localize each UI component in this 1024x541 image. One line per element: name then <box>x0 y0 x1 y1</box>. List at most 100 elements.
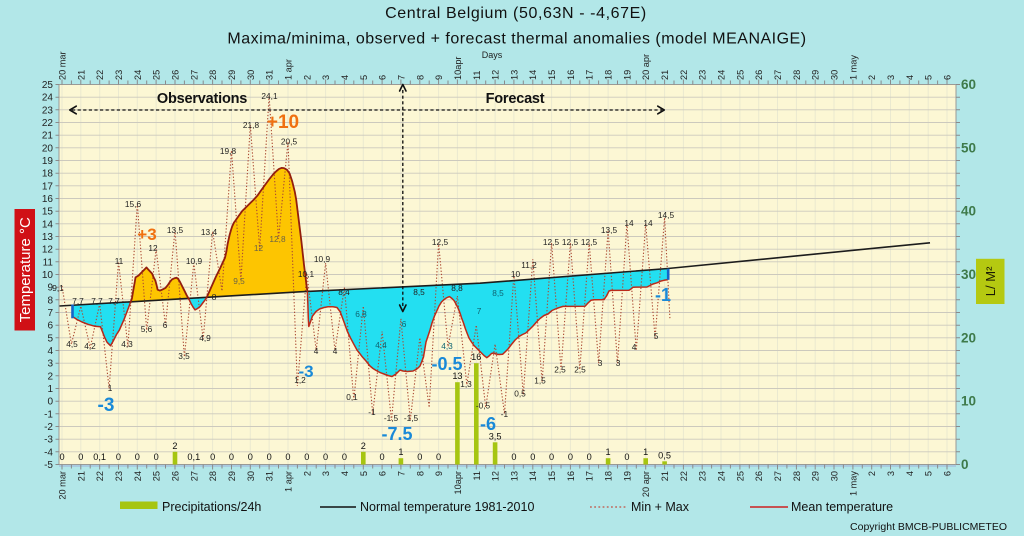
svg-text:21,8: 21,8 <box>243 120 260 130</box>
svg-text:25: 25 <box>735 471 745 481</box>
svg-text:0: 0 <box>135 452 140 462</box>
svg-text:28: 28 <box>792 471 802 481</box>
svg-text:3: 3 <box>321 75 331 80</box>
svg-text:1 may: 1 may <box>848 55 858 80</box>
svg-text:25: 25 <box>152 70 162 80</box>
svg-text:2: 2 <box>302 75 312 80</box>
svg-text:Temperature °C: Temperature °C <box>17 217 34 322</box>
svg-text:3,5: 3,5 <box>489 431 502 441</box>
svg-text:12,5: 12,5 <box>562 237 579 247</box>
svg-text:9,5: 9,5 <box>233 276 245 286</box>
svg-text:3,5: 3,5 <box>178 351 190 361</box>
svg-text:26: 26 <box>754 70 764 80</box>
svg-text:0: 0 <box>59 452 64 462</box>
svg-text:23: 23 <box>114 471 124 481</box>
svg-text:6,8: 6,8 <box>355 309 367 319</box>
svg-text:13,5: 13,5 <box>601 225 618 235</box>
svg-text:23: 23 <box>698 70 708 80</box>
svg-text:1: 1 <box>108 383 113 393</box>
svg-text:29: 29 <box>811 471 821 481</box>
svg-text:8,8: 8,8 <box>451 283 463 293</box>
svg-text:14: 14 <box>42 219 54 230</box>
svg-text:20 apr: 20 apr <box>641 54 651 80</box>
svg-text:26: 26 <box>171 471 181 481</box>
svg-text:0: 0 <box>587 452 592 462</box>
svg-text:20 mar: 20 mar <box>58 51 68 80</box>
svg-text:11: 11 <box>472 70 482 80</box>
svg-text:Observations: Observations <box>157 91 247 107</box>
svg-text:21: 21 <box>42 131 54 142</box>
svg-text:12,5: 12,5 <box>543 237 560 247</box>
svg-text:10: 10 <box>511 269 521 279</box>
svg-text:11: 11 <box>115 256 124 266</box>
svg-text:40: 40 <box>961 204 976 219</box>
svg-text:24: 24 <box>717 70 727 80</box>
svg-text:0,5: 0,5 <box>514 389 526 399</box>
svg-text:Mean temperature: Mean temperature <box>791 500 893 514</box>
svg-text:21: 21 <box>660 70 670 80</box>
svg-text:Central Belgium (50,63N - -4,6: Central Belgium (50,63N - -4,67E) <box>385 5 647 22</box>
svg-text:5: 5 <box>359 471 369 476</box>
svg-text:16: 16 <box>42 194 54 205</box>
svg-text:10: 10 <box>42 270 54 281</box>
svg-text:27: 27 <box>773 70 783 80</box>
svg-text:1: 1 <box>398 447 403 457</box>
svg-text:13: 13 <box>42 232 54 243</box>
svg-text:25: 25 <box>735 70 745 80</box>
svg-text:10apr: 10apr <box>453 471 463 495</box>
svg-text:28: 28 <box>792 70 802 80</box>
svg-text:10: 10 <box>961 394 976 409</box>
svg-text:0: 0 <box>961 457 969 472</box>
svg-text:4: 4 <box>632 342 637 352</box>
svg-text:21: 21 <box>76 471 86 481</box>
svg-text:0,5: 0,5 <box>658 450 671 460</box>
svg-text:-1,5: -1,5 <box>404 413 419 423</box>
svg-text:-1: -1 <box>44 409 53 420</box>
svg-text:25: 25 <box>42 80 54 91</box>
svg-text:0: 0 <box>248 452 253 462</box>
svg-text:9: 9 <box>434 75 444 80</box>
svg-text:24: 24 <box>133 70 143 80</box>
svg-text:6: 6 <box>47 321 53 332</box>
svg-text:0: 0 <box>304 452 309 462</box>
svg-text:-2: -2 <box>44 422 53 433</box>
svg-text:1,2: 1,2 <box>294 375 306 385</box>
svg-text:4,9: 4,9 <box>199 333 211 343</box>
svg-text:10,1: 10,1 <box>298 269 315 279</box>
svg-text:24: 24 <box>133 471 143 481</box>
svg-text:22: 22 <box>95 471 105 481</box>
svg-text:-1: -1 <box>501 409 509 419</box>
svg-text:31: 31 <box>265 471 275 481</box>
svg-text:0,1: 0,1 <box>93 452 106 462</box>
svg-text:5: 5 <box>654 331 659 341</box>
svg-text:-0,5: -0,5 <box>476 401 491 411</box>
svg-text:-0.5: -0.5 <box>431 354 462 374</box>
svg-text:7,7: 7,7 <box>108 296 120 306</box>
svg-text:0: 0 <box>323 452 328 462</box>
svg-text:4: 4 <box>47 346 53 357</box>
svg-text:7,7: 7,7 <box>91 296 103 306</box>
svg-text:Normal temperature 1981-2010: Normal temperature 1981-2010 <box>360 500 534 514</box>
svg-text:1,5: 1,5 <box>534 376 546 386</box>
svg-text:20 mar: 20 mar <box>58 471 68 500</box>
svg-text:-5: -5 <box>44 460 53 471</box>
svg-text:27: 27 <box>189 471 199 481</box>
svg-text:18: 18 <box>604 471 614 481</box>
svg-text:14: 14 <box>528 70 538 80</box>
svg-text:11: 11 <box>43 257 54 268</box>
svg-text:29: 29 <box>227 471 237 481</box>
svg-text:19: 19 <box>622 471 632 481</box>
svg-text:28: 28 <box>208 471 218 481</box>
svg-text:23: 23 <box>42 105 54 116</box>
svg-text:12: 12 <box>148 243 158 253</box>
svg-text:5: 5 <box>47 333 53 344</box>
svg-text:1: 1 <box>643 447 648 457</box>
svg-text:1 apr: 1 apr <box>284 59 294 80</box>
svg-text:30: 30 <box>246 471 256 481</box>
svg-text:18: 18 <box>604 70 614 80</box>
svg-text:Days: Days <box>482 50 503 60</box>
svg-text:30: 30 <box>961 267 976 282</box>
svg-text:15,6: 15,6 <box>125 199 142 209</box>
svg-text:7: 7 <box>396 471 406 476</box>
svg-text:14: 14 <box>643 218 653 228</box>
